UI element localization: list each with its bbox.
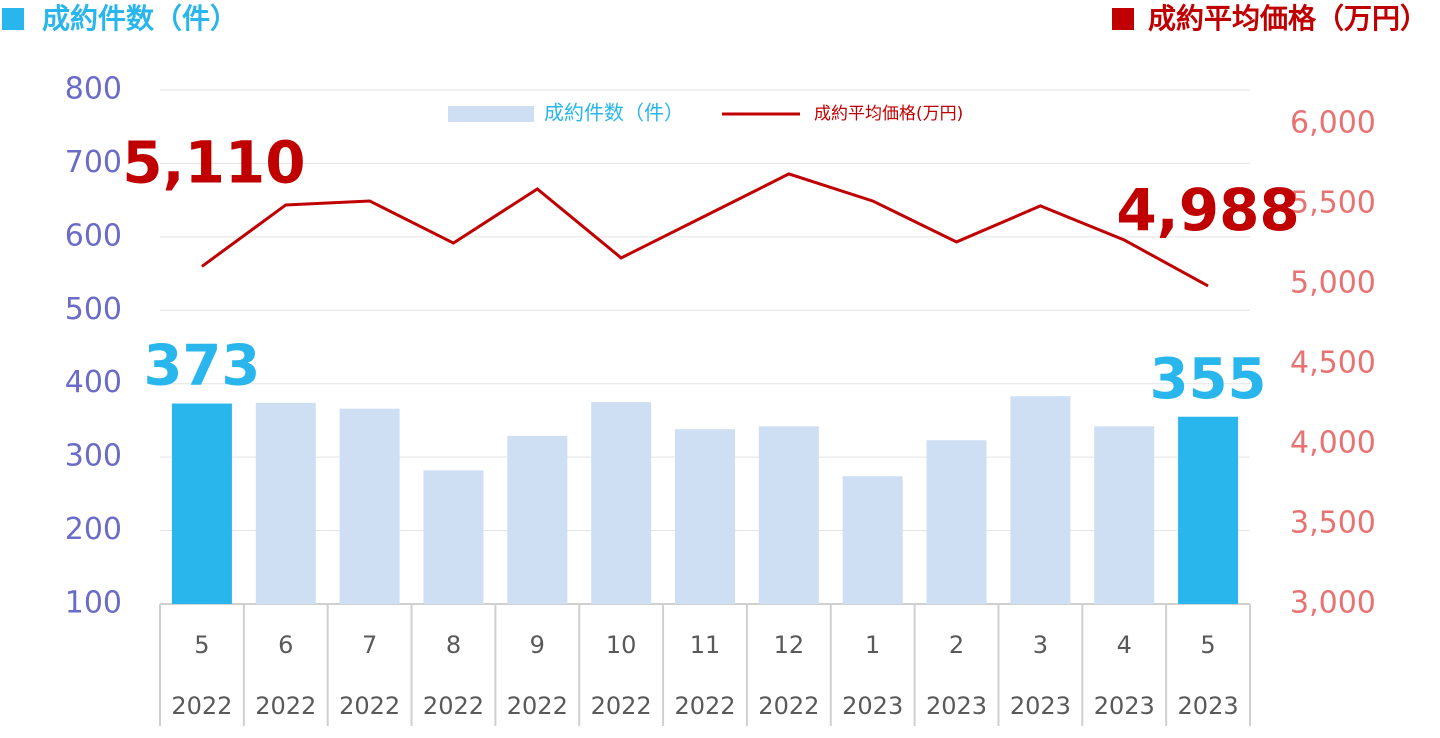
- x-tick-label: 2023: [1094, 692, 1155, 720]
- x-tick-label: 2022: [758, 692, 819, 720]
- x-tick-label: 5: [194, 631, 209, 659]
- y2-axis-title: 成約平均価格（万円）: [1148, 2, 1428, 35]
- data-label: 373: [143, 334, 260, 399]
- x-tick-label: 2022: [171, 692, 232, 720]
- bar: [1094, 426, 1155, 604]
- y-tick-label: 300: [65, 439, 122, 474]
- x-tick-label: 2: [949, 631, 964, 659]
- x-tick-label: 2022: [255, 692, 316, 720]
- x-tick-label: 1: [865, 631, 880, 659]
- line: [201, 172, 1209, 288]
- y-tick-label: 700: [65, 145, 122, 180]
- bar: [171, 403, 232, 604]
- x-tick-label: 6: [278, 631, 293, 659]
- y-tick-label: 600: [65, 218, 122, 253]
- x-tick-label: 2023: [1178, 692, 1239, 720]
- x-tick-label: 4: [1117, 631, 1132, 659]
- x-tick-label: 2022: [507, 692, 568, 720]
- bar: [507, 435, 568, 604]
- x-tick-label: 7: [362, 631, 377, 659]
- x-tick-label: 2023: [926, 692, 987, 720]
- bar: [423, 470, 484, 604]
- bar: [926, 440, 987, 604]
- bar: [675, 429, 735, 604]
- data-label: 5,110: [122, 129, 305, 197]
- x-tick-label: 2022: [423, 692, 484, 720]
- x-tick-label: 8: [446, 631, 461, 659]
- y-tick-label: 100: [65, 586, 122, 621]
- x-tick-label: 9: [530, 631, 545, 659]
- x-tick-label: 3: [1033, 631, 1048, 659]
- legend-swatch: [448, 106, 534, 122]
- x-tick-label: 2023: [842, 692, 903, 720]
- y2-tick-label: 5,000: [1290, 266, 1376, 301]
- data-label: 4,988: [1116, 176, 1299, 244]
- x-tick-label: 2022: [339, 692, 400, 720]
- bar: [339, 408, 400, 604]
- x-tick-label: 2022: [674, 692, 735, 720]
- y-axis-title: 成約件数（件）: [42, 2, 238, 35]
- y2-tick-label: 4,000: [1290, 426, 1376, 461]
- y2-tick-label: 3,000: [1290, 586, 1376, 621]
- title-marker: [2, 8, 24, 30]
- y2-tick-label: 4,500: [1290, 346, 1376, 381]
- bar: [1178, 416, 1239, 604]
- x-tick-label: 11: [690, 631, 721, 659]
- x-tick-label: 5: [1200, 631, 1215, 659]
- y-tick-label: 200: [65, 512, 122, 547]
- bar: [255, 402, 316, 604]
- y-tick-label: 400: [65, 365, 122, 400]
- y2-tick-label: 3,500: [1290, 506, 1376, 541]
- x-tick-label: 2022: [591, 692, 652, 720]
- x-tick-label: 10: [606, 631, 637, 659]
- bar: [758, 426, 819, 604]
- legend-label: 成約件数（件）: [544, 101, 684, 125]
- y2-tick-label: 6,000: [1290, 106, 1376, 141]
- x-tick-label: 12: [774, 631, 805, 659]
- bar: [1010, 396, 1071, 604]
- x-tick-label: 2023: [1010, 692, 1071, 720]
- y2-tick-label: 5,500: [1290, 186, 1376, 221]
- y-tick-label: 500: [65, 292, 122, 327]
- bar: [842, 476, 903, 604]
- bar: [591, 402, 652, 604]
- title-marker: [1112, 8, 1134, 30]
- legend-label: 成約平均価格(万円): [814, 104, 963, 124]
- data-label: 355: [1150, 347, 1267, 412]
- y-tick-label: 800: [65, 72, 122, 107]
